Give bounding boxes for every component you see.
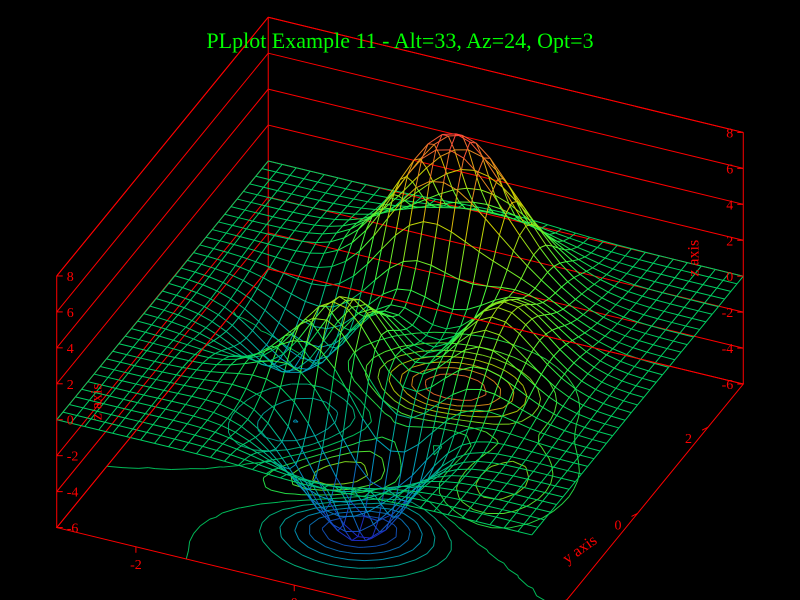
x-tick-label: 0	[291, 596, 298, 600]
z-tick-label-right: -2	[67, 450, 79, 465]
z-tick-label-left: 4	[726, 198, 733, 213]
plot-canvas: -202x axis-202y axis-6-6-4-4-2-200224466…	[0, 0, 800, 600]
z-tick-label-left: 6	[726, 162, 733, 177]
z-tick-label-right: 8	[67, 270, 74, 285]
z-tick-label-left: 0	[726, 270, 733, 285]
y-axis-label: y axis	[560, 532, 601, 568]
z-tick-label-right: 6	[67, 306, 74, 321]
y-tick-label: 2	[685, 432, 692, 447]
z-tick-label-left: 2	[726, 234, 733, 249]
z-tick-label-right: -4	[67, 486, 79, 501]
y-tick-label: 0	[615, 518, 622, 533]
z-tick-label-right: 0	[67, 414, 74, 429]
z-tick-label-right: -6	[67, 522, 79, 537]
z-tick-label-left: -4	[722, 342, 734, 357]
z-tick-label-right: 2	[67, 378, 74, 393]
z-axis-label-right: z axis	[89, 383, 106, 420]
z-axis-label-left: z axis	[685, 240, 702, 277]
z-tick-label-left: 8	[726, 126, 733, 141]
z-tick-label-right: 4	[67, 342, 74, 357]
z-tick-label-left: -2	[722, 306, 734, 321]
plot-3d-mesh: -202x axis-202y axis-6-6-4-4-2-200224466…	[0, 0, 800, 600]
z-tick-label-left: -6	[722, 378, 734, 393]
x-tick-label: -2	[130, 558, 142, 573]
